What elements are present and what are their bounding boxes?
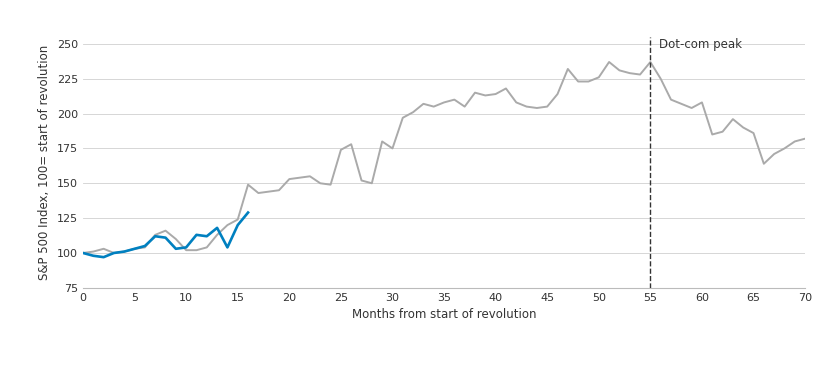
Dot-com bubble bbox=[800, 137, 810, 141]
Dot-com bubble bbox=[429, 104, 439, 109]
AI breakthrough bbox=[78, 251, 88, 255]
AI breakthrough bbox=[212, 226, 222, 230]
AI breakthrough bbox=[222, 245, 232, 249]
Dot-com bubble bbox=[99, 246, 109, 251]
Y-axis label: S&P 500 Index, 100= start of revolution: S&P 500 Index, 100= start of revolution bbox=[38, 45, 51, 280]
AI breakthrough bbox=[202, 234, 212, 238]
AI breakthrough bbox=[120, 249, 129, 254]
AI breakthrough bbox=[109, 251, 119, 255]
Dot-com bubble bbox=[604, 60, 614, 64]
AI breakthrough bbox=[140, 244, 150, 248]
Dot-com bubble bbox=[285, 177, 295, 181]
AI breakthrough bbox=[243, 210, 253, 215]
AI breakthrough bbox=[99, 255, 109, 259]
AI breakthrough bbox=[232, 223, 242, 227]
AI breakthrough bbox=[88, 254, 98, 258]
Line: Dot-com bubble: Dot-com bubble bbox=[83, 62, 805, 253]
Dot-com bubble bbox=[769, 152, 779, 156]
Line: AI breakthrough: AI breakthrough bbox=[83, 213, 248, 257]
Dot-com bubble bbox=[635, 72, 645, 77]
AI breakthrough bbox=[171, 246, 181, 251]
AI breakthrough bbox=[192, 232, 202, 237]
AI breakthrough bbox=[129, 246, 139, 251]
Dot-com bubble bbox=[78, 251, 88, 255]
AI breakthrough bbox=[160, 235, 170, 240]
AI breakthrough bbox=[150, 234, 160, 238]
X-axis label: Months from start of revolution: Months from start of revolution bbox=[352, 308, 536, 321]
AI breakthrough bbox=[181, 245, 191, 249]
Text: Dot-com peak: Dot-com peak bbox=[659, 38, 742, 51]
Legend: Dot-com bubble, AI breakthrough: Dot-com bubble, AI breakthrough bbox=[300, 364, 588, 369]
Dot-com bubble bbox=[511, 100, 521, 105]
